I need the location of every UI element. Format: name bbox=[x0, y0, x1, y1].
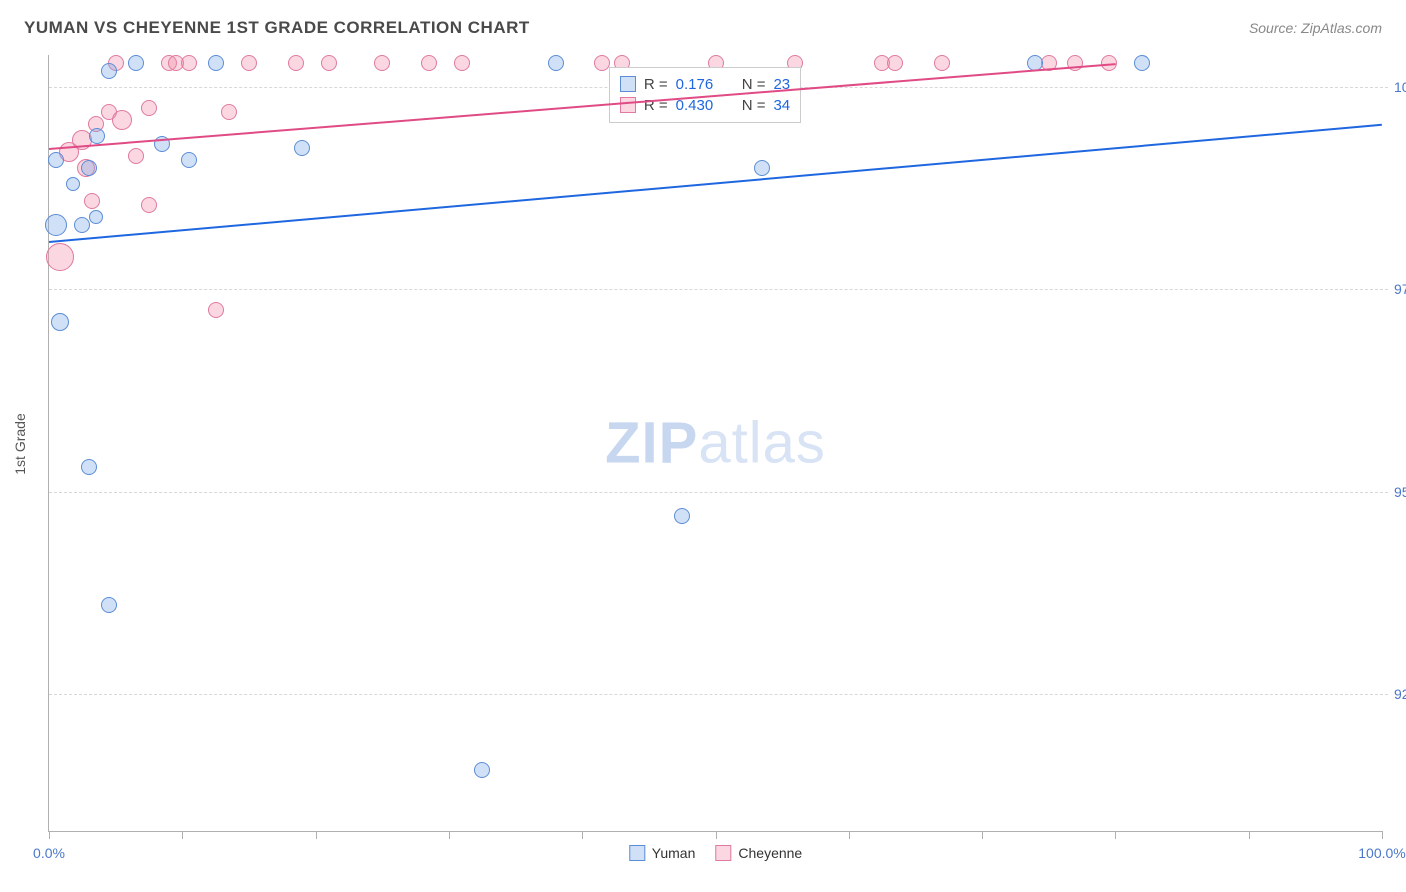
legend-swatch bbox=[620, 97, 636, 113]
data-point bbox=[241, 55, 257, 71]
legend-label: Cheyenne bbox=[738, 845, 802, 861]
x-tick bbox=[316, 831, 317, 839]
legend-swatch bbox=[620, 76, 636, 92]
legend-bottom: Yuman Cheyenne bbox=[629, 845, 802, 861]
y-tick-label: 95.0% bbox=[1394, 484, 1406, 500]
watermark: ZIPatlas bbox=[605, 410, 826, 477]
data-point bbox=[208, 55, 224, 71]
data-point bbox=[294, 140, 310, 156]
plot-area: ZIPatlas 100.0%97.5%95.0%92.5%0.0%100.0%… bbox=[48, 55, 1382, 832]
chart-title: YUMAN VS CHEYENNE 1ST GRADE CORRELATION … bbox=[24, 18, 530, 38]
x-tick bbox=[716, 831, 717, 839]
y-tick-label: 100.0% bbox=[1394, 79, 1406, 95]
x-tick bbox=[449, 831, 450, 839]
legend-label: Yuman bbox=[652, 845, 696, 861]
trend-line bbox=[49, 63, 1116, 150]
y-tick-label: 92.5% bbox=[1394, 686, 1406, 702]
data-point bbox=[934, 55, 950, 71]
chart-container: 1st Grade ZIPatlas 100.0%97.5%95.0%92.5%… bbox=[48, 55, 1382, 832]
data-point bbox=[181, 55, 197, 71]
x-tick bbox=[982, 831, 983, 839]
data-point bbox=[128, 148, 144, 164]
legend-stats-box: R = 0.176 N = 23R = 0.430 N = 34 bbox=[609, 67, 801, 123]
x-tick bbox=[1382, 831, 1383, 839]
data-point bbox=[288, 55, 304, 71]
source-attribution: Source: ZipAtlas.com bbox=[1249, 20, 1382, 36]
legend-swatch bbox=[629, 845, 645, 861]
data-point bbox=[1134, 55, 1150, 71]
data-point bbox=[181, 152, 197, 168]
data-point bbox=[81, 459, 97, 475]
n-label: N = bbox=[742, 76, 766, 93]
data-point bbox=[421, 55, 437, 71]
data-point bbox=[74, 217, 90, 233]
x-axis-label-right: 100.0% bbox=[1358, 845, 1405, 861]
data-point bbox=[45, 214, 67, 236]
data-point bbox=[141, 197, 157, 213]
gridline-h bbox=[49, 289, 1388, 290]
data-point bbox=[208, 302, 224, 318]
data-point bbox=[48, 152, 64, 168]
data-point bbox=[374, 55, 390, 71]
data-point bbox=[754, 160, 770, 176]
chart-header: YUMAN VS CHEYENNE 1ST GRADE CORRELATION … bbox=[0, 0, 1406, 48]
data-point bbox=[674, 508, 690, 524]
x-tick bbox=[849, 831, 850, 839]
data-point bbox=[101, 597, 117, 613]
data-point bbox=[474, 762, 490, 778]
x-tick bbox=[182, 831, 183, 839]
r-label: R = bbox=[644, 76, 668, 93]
y-tick-label: 97.5% bbox=[1394, 281, 1406, 297]
data-point bbox=[46, 243, 74, 271]
data-point bbox=[101, 63, 117, 79]
data-point bbox=[66, 177, 80, 191]
x-tick bbox=[582, 831, 583, 839]
x-axis-label-left: 0.0% bbox=[33, 845, 65, 861]
data-point bbox=[128, 55, 144, 71]
data-point bbox=[89, 128, 105, 144]
gridline-h bbox=[49, 694, 1388, 695]
data-point bbox=[81, 160, 97, 176]
data-point bbox=[221, 104, 237, 120]
x-tick bbox=[1249, 831, 1250, 839]
trend-line bbox=[49, 124, 1382, 243]
gridline-h bbox=[49, 492, 1388, 493]
legend-swatch bbox=[715, 845, 731, 861]
data-point bbox=[89, 210, 103, 224]
watermark-bold: ZIP bbox=[605, 411, 698, 476]
n-value: 34 bbox=[773, 97, 790, 114]
data-point bbox=[84, 193, 100, 209]
n-label: N = bbox=[742, 97, 766, 114]
legend-item: Cheyenne bbox=[715, 845, 802, 861]
legend-item: Yuman bbox=[629, 845, 696, 861]
data-point bbox=[321, 55, 337, 71]
data-point bbox=[454, 55, 470, 71]
data-point bbox=[141, 100, 157, 116]
data-point bbox=[887, 55, 903, 71]
data-point bbox=[594, 55, 610, 71]
y-axis-label: 1st Grade bbox=[12, 413, 28, 474]
x-tick bbox=[1115, 831, 1116, 839]
data-point bbox=[112, 110, 132, 130]
data-point bbox=[548, 55, 564, 71]
watermark-light: atlas bbox=[698, 411, 826, 476]
r-value: 0.176 bbox=[676, 76, 714, 93]
data-point bbox=[51, 313, 69, 331]
x-tick bbox=[49, 831, 50, 839]
